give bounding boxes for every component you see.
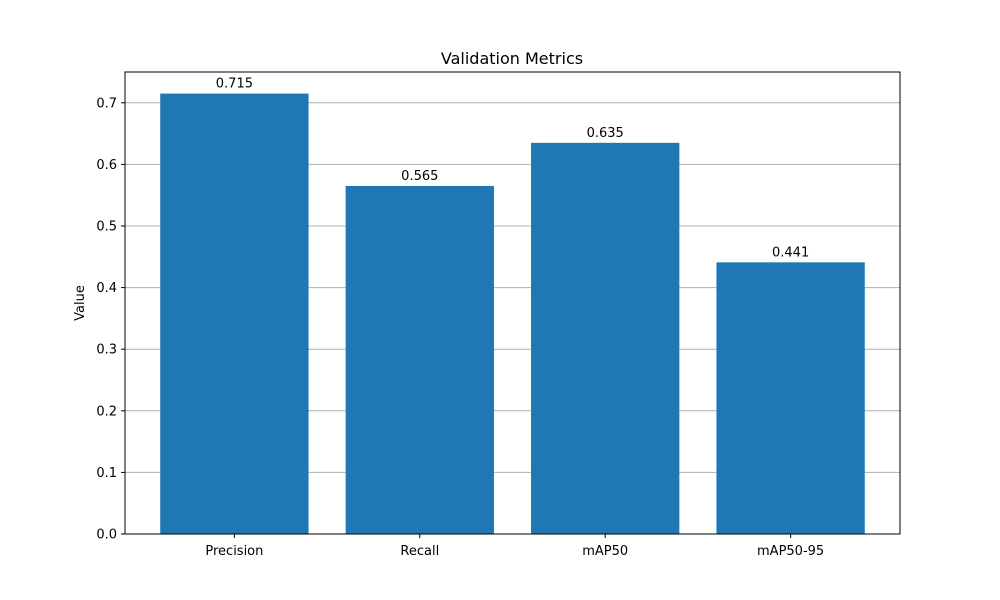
bar-precision	[160, 93, 309, 534]
x-axis-ticks: Precision Recall mAP50 mAP50-95	[205, 534, 824, 559]
bar-value-label: 0.635	[587, 126, 624, 141]
y-tick-label: 0.2	[96, 404, 117, 419]
plot-area-frame	[124, 71, 901, 535]
y-tick-label: 0.5	[96, 220, 117, 235]
bar-value-label: 0.715	[216, 77, 253, 92]
y-tick-label: 0.3	[96, 343, 117, 358]
value-labels: 0.715 0.565 0.635 0.441	[216, 77, 809, 261]
y-axis-ticks: 0.0 0.1 0.2 0.3 0.4 0.5 0.6 0.7	[96, 96, 125, 543]
y-tick-label: 0.1	[96, 466, 117, 481]
y-axis-label: Value	[73, 285, 88, 321]
x-tick-label: mAP50	[582, 544, 628, 559]
y-tick-label: 0.6	[96, 158, 117, 173]
y-tick-label: 0.0	[96, 528, 117, 543]
bar-map50-95	[716, 262, 865, 534]
bars	[160, 93, 865, 534]
bar-value-label: 0.441	[772, 245, 809, 260]
x-tick-label: Precision	[205, 544, 263, 559]
bar-map50	[531, 142, 680, 534]
chart-title: Validation Metrics	[441, 49, 583, 68]
x-tick-label: Recall	[400, 544, 439, 559]
x-tick-label: mAP50-95	[757, 544, 824, 559]
y-tick-label: 0.4	[96, 281, 117, 296]
y-tick-label: 0.7	[96, 96, 117, 111]
bar-recall	[345, 185, 494, 534]
bar-value-label: 0.565	[401, 169, 438, 184]
